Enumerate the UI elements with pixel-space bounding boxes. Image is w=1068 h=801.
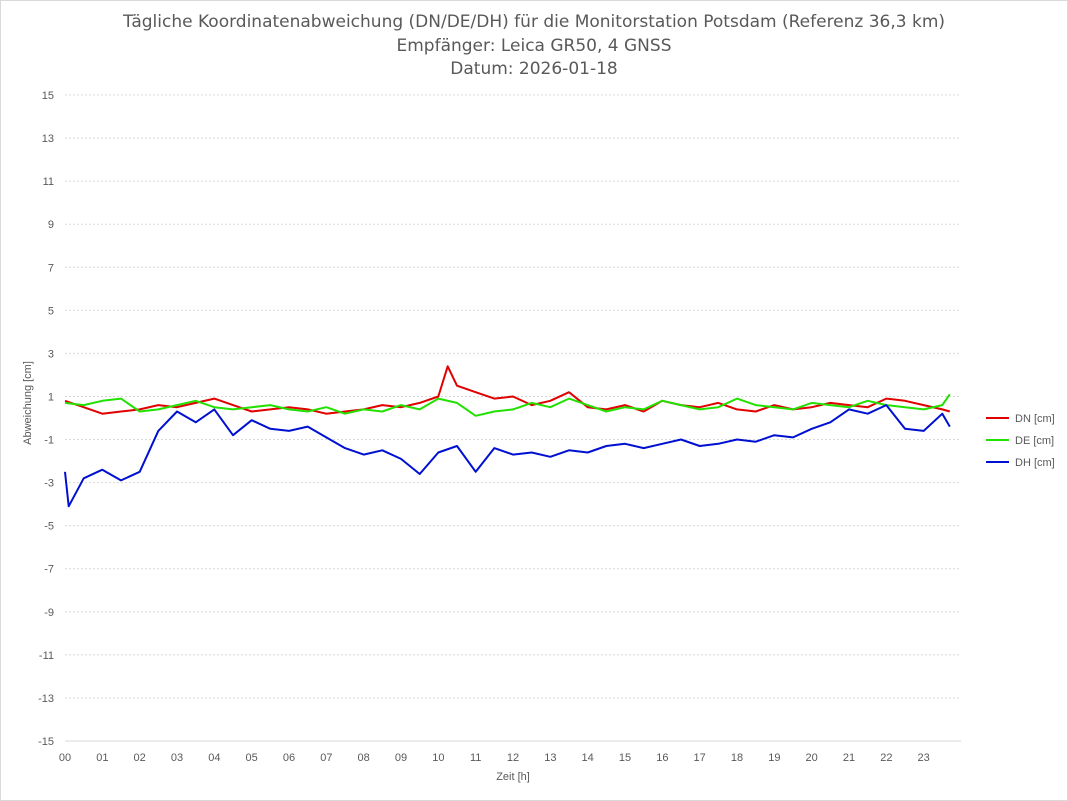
x-tick-label: 10	[432, 752, 444, 764]
x-tick-label: 17	[694, 752, 706, 764]
y-tick-label: 9	[48, 219, 54, 231]
x-tick-label: 02	[134, 752, 146, 764]
chart-subtitle-date: Datum: 2026-01-18	[450, 59, 618, 79]
y-tick-label: -13	[38, 693, 54, 705]
x-tick-label: 09	[395, 752, 407, 764]
y-tick-label: -9	[44, 607, 54, 619]
y-tick-labels: 15 13 11 9 7 5 3 1 -1 -3 -5 -7 -9 -11 -13 -15	[38, 90, 54, 748]
y-tick-label: 3	[48, 348, 54, 360]
series-layer	[64, 365, 951, 508]
legend-label-dh: DH [cm]	[1015, 457, 1055, 469]
x-tick-label: 08	[358, 752, 370, 764]
x-tick-label: 15	[619, 752, 631, 764]
x-tick-label: 21	[843, 752, 855, 764]
y-tick-label: 7	[48, 262, 54, 274]
y-tick-label: 11	[43, 176, 54, 188]
y-tick-label: -7	[44, 564, 54, 576]
x-tick-label: 20	[806, 752, 818, 764]
x-tick-label: 12	[507, 752, 519, 764]
y-tick-label: -15	[38, 736, 54, 748]
y-tick-label: -1	[44, 435, 54, 447]
x-tick-label: 16	[656, 752, 668, 764]
x-tick-label: 05	[246, 752, 258, 764]
legend-label-dn: DN [cm]	[1015, 413, 1055, 425]
x-tick-label: 03	[171, 752, 183, 764]
y-tick-label: -3	[44, 478, 54, 490]
x-tick-label: 00	[59, 752, 71, 764]
x-tick-label: 22	[880, 752, 892, 764]
x-tick-label: 23	[918, 752, 930, 764]
x-tick-label: 01	[96, 752, 108, 764]
x-tick-label: 06	[283, 752, 295, 764]
legend-label-de: DE [cm]	[1015, 435, 1054, 447]
series-line-dh	[64, 404, 951, 508]
series-line-de	[64, 393, 951, 417]
chart-subtitle-receiver: Empfänger: Leica GR50, 4 GNSS	[396, 36, 672, 56]
x-tick-label: 19	[768, 752, 780, 764]
x-tick-label: 11	[470, 752, 481, 764]
x-axis-title: Zeit [h]	[496, 771, 530, 783]
y-tick-label: 13	[42, 133, 54, 145]
x-tick-label: 07	[320, 752, 332, 764]
y-tick-label: -5	[44, 521, 54, 533]
series-line-dn	[64, 365, 951, 415]
x-tick-label: 18	[731, 752, 743, 764]
chart-title: Tägliche Koordinatenabweichung (DN/DE/DH…	[122, 12, 946, 32]
y-axis-title: Abweichung [cm]	[22, 361, 34, 445]
y-tick-label: 1	[48, 391, 54, 403]
x-tick-label: 14	[582, 752, 594, 764]
x-tick-label: 13	[544, 752, 556, 764]
y-tick-label: -11	[39, 650, 54, 662]
x-tick-labels: 00 01 02 03 04 05 06 07 08 09 10 11 12 13 14 15 16 17 18 19…	[59, 752, 930, 764]
y-tick-label: 5	[48, 305, 54, 317]
y-tick-label: 15	[42, 90, 54, 102]
x-tick-label: 04	[208, 752, 220, 764]
legend: DN [cm] DE [cm] DH [cm]	[986, 413, 1055, 469]
